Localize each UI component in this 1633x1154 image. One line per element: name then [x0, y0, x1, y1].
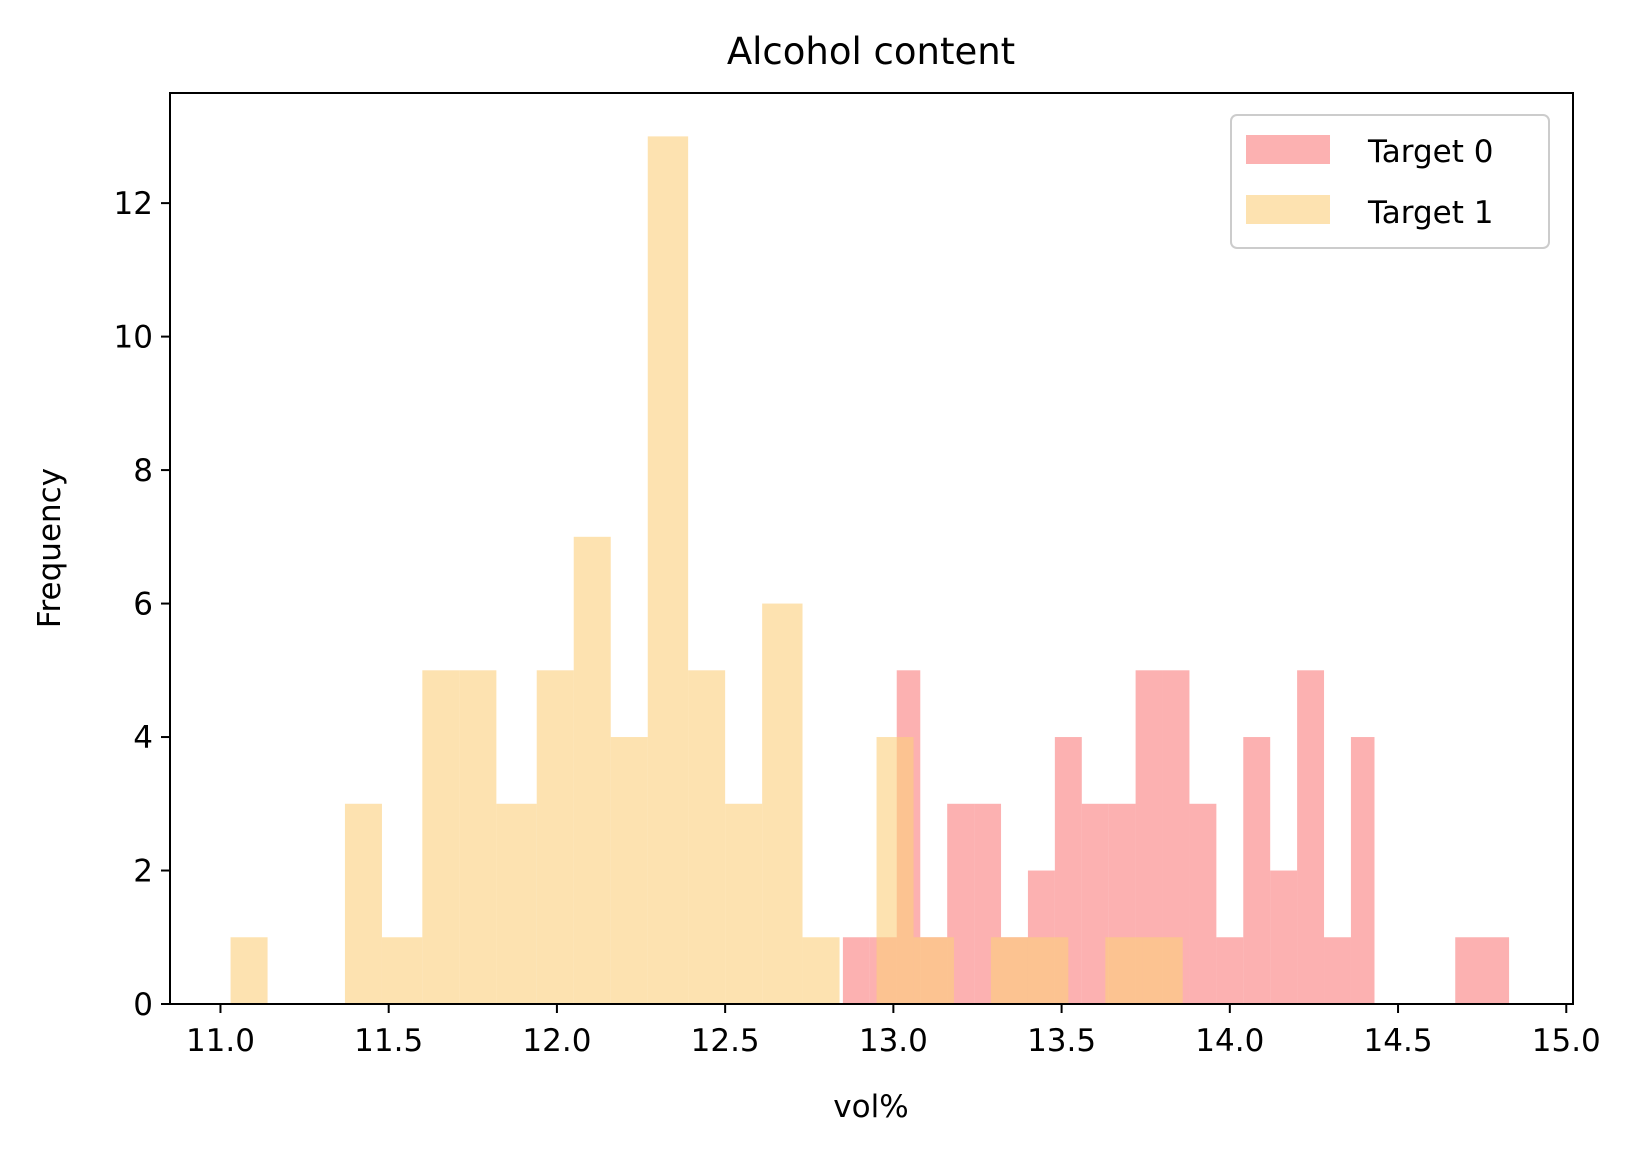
y-tick-label: 10: [114, 320, 153, 356]
histogram-bars: [230, 136, 1510, 1004]
legend-swatch-target-0: [1246, 135, 1330, 164]
bar-target-1-13: [802, 937, 840, 1004]
bar-target-0-16: [1270, 870, 1298, 1004]
x-tick-label: 15.0: [1532, 1023, 1601, 1059]
bar-target-1-14: [876, 737, 914, 1004]
x-axis-ticks: 11.0 11.5 12.0 12.5 13.0 13.5 14.0 14.5 15.0: [186, 1004, 1601, 1059]
y-axis-ticks: 0 2 4 6 8 10 12: [114, 186, 170, 1023]
bar-target-0-13: [1189, 803, 1217, 1004]
y-tick-label: 6: [133, 587, 153, 623]
bar-target-1-10: [688, 670, 726, 1004]
y-tick-label: 0: [133, 987, 153, 1023]
x-tick-label: 13.5: [1027, 1023, 1096, 1059]
bar-target-1-18: [1105, 937, 1143, 1004]
bar-target-1-2: [381, 937, 423, 1004]
bar-target-1-12: [762, 603, 803, 1004]
x-tick-label: 14.0: [1195, 1023, 1264, 1059]
chart-title: Alcohol content: [727, 30, 1015, 73]
bar-target-1-6: [536, 670, 574, 1004]
bar-target-1-7: [573, 536, 611, 1004]
x-tick-label: 11.5: [354, 1023, 423, 1059]
legend: Target 0 Target 1: [1230, 114, 1550, 249]
bar-target-0-17: [1297, 670, 1325, 1004]
bar-target-0-9: [1081, 803, 1109, 1004]
x-tick-label: 13.0: [859, 1023, 928, 1059]
bar-target-1-11: [725, 803, 763, 1004]
bar-target-1-9: [647, 136, 689, 1004]
bar-target-0-15: [1243, 737, 1271, 1004]
bar-target-0-18: [1324, 937, 1351, 1004]
bar-target-1-3: [422, 670, 460, 1004]
bar-target-1-5: [496, 803, 537, 1004]
bar-target-1-15: [913, 937, 954, 1004]
y-tick-label: 2: [133, 854, 153, 890]
bar-target-1-0: [230, 937, 268, 1004]
x-tick-label: 11.0: [186, 1023, 255, 1059]
y-tick-label: 8: [133, 453, 153, 489]
y-tick-label: 12: [114, 186, 153, 222]
bar-target-1-19: [1142, 937, 1183, 1004]
legend-swatch-target-1: [1246, 195, 1330, 224]
legend-label-target-1: Target 1: [1367, 195, 1493, 231]
plot-frame: [169, 92, 1574, 1005]
bar-target-1-17: [1027, 937, 1069, 1004]
x-tick-label: 12.0: [522, 1023, 591, 1059]
bar-target-1-16: [990, 937, 1028, 1004]
bar-target-0-20: [1455, 937, 1510, 1004]
y-tick-label: 4: [133, 720, 153, 756]
x-axis-label: vol%: [833, 1089, 908, 1125]
bar-target-0-14: [1216, 937, 1244, 1004]
bar-target-0-0: [842, 937, 870, 1004]
x-tick-label: 12.5: [691, 1023, 760, 1059]
bar-target-1-8: [610, 737, 648, 1004]
bar-target-1-4: [459, 670, 497, 1004]
x-tick-label: 14.5: [1364, 1023, 1433, 1059]
bar-target-0-19: [1350, 737, 1375, 1004]
legend-label-target-0: Target 0: [1367, 134, 1493, 170]
bar-target-1-1: [344, 803, 382, 1004]
y-axis-label: Frequency: [32, 468, 68, 628]
